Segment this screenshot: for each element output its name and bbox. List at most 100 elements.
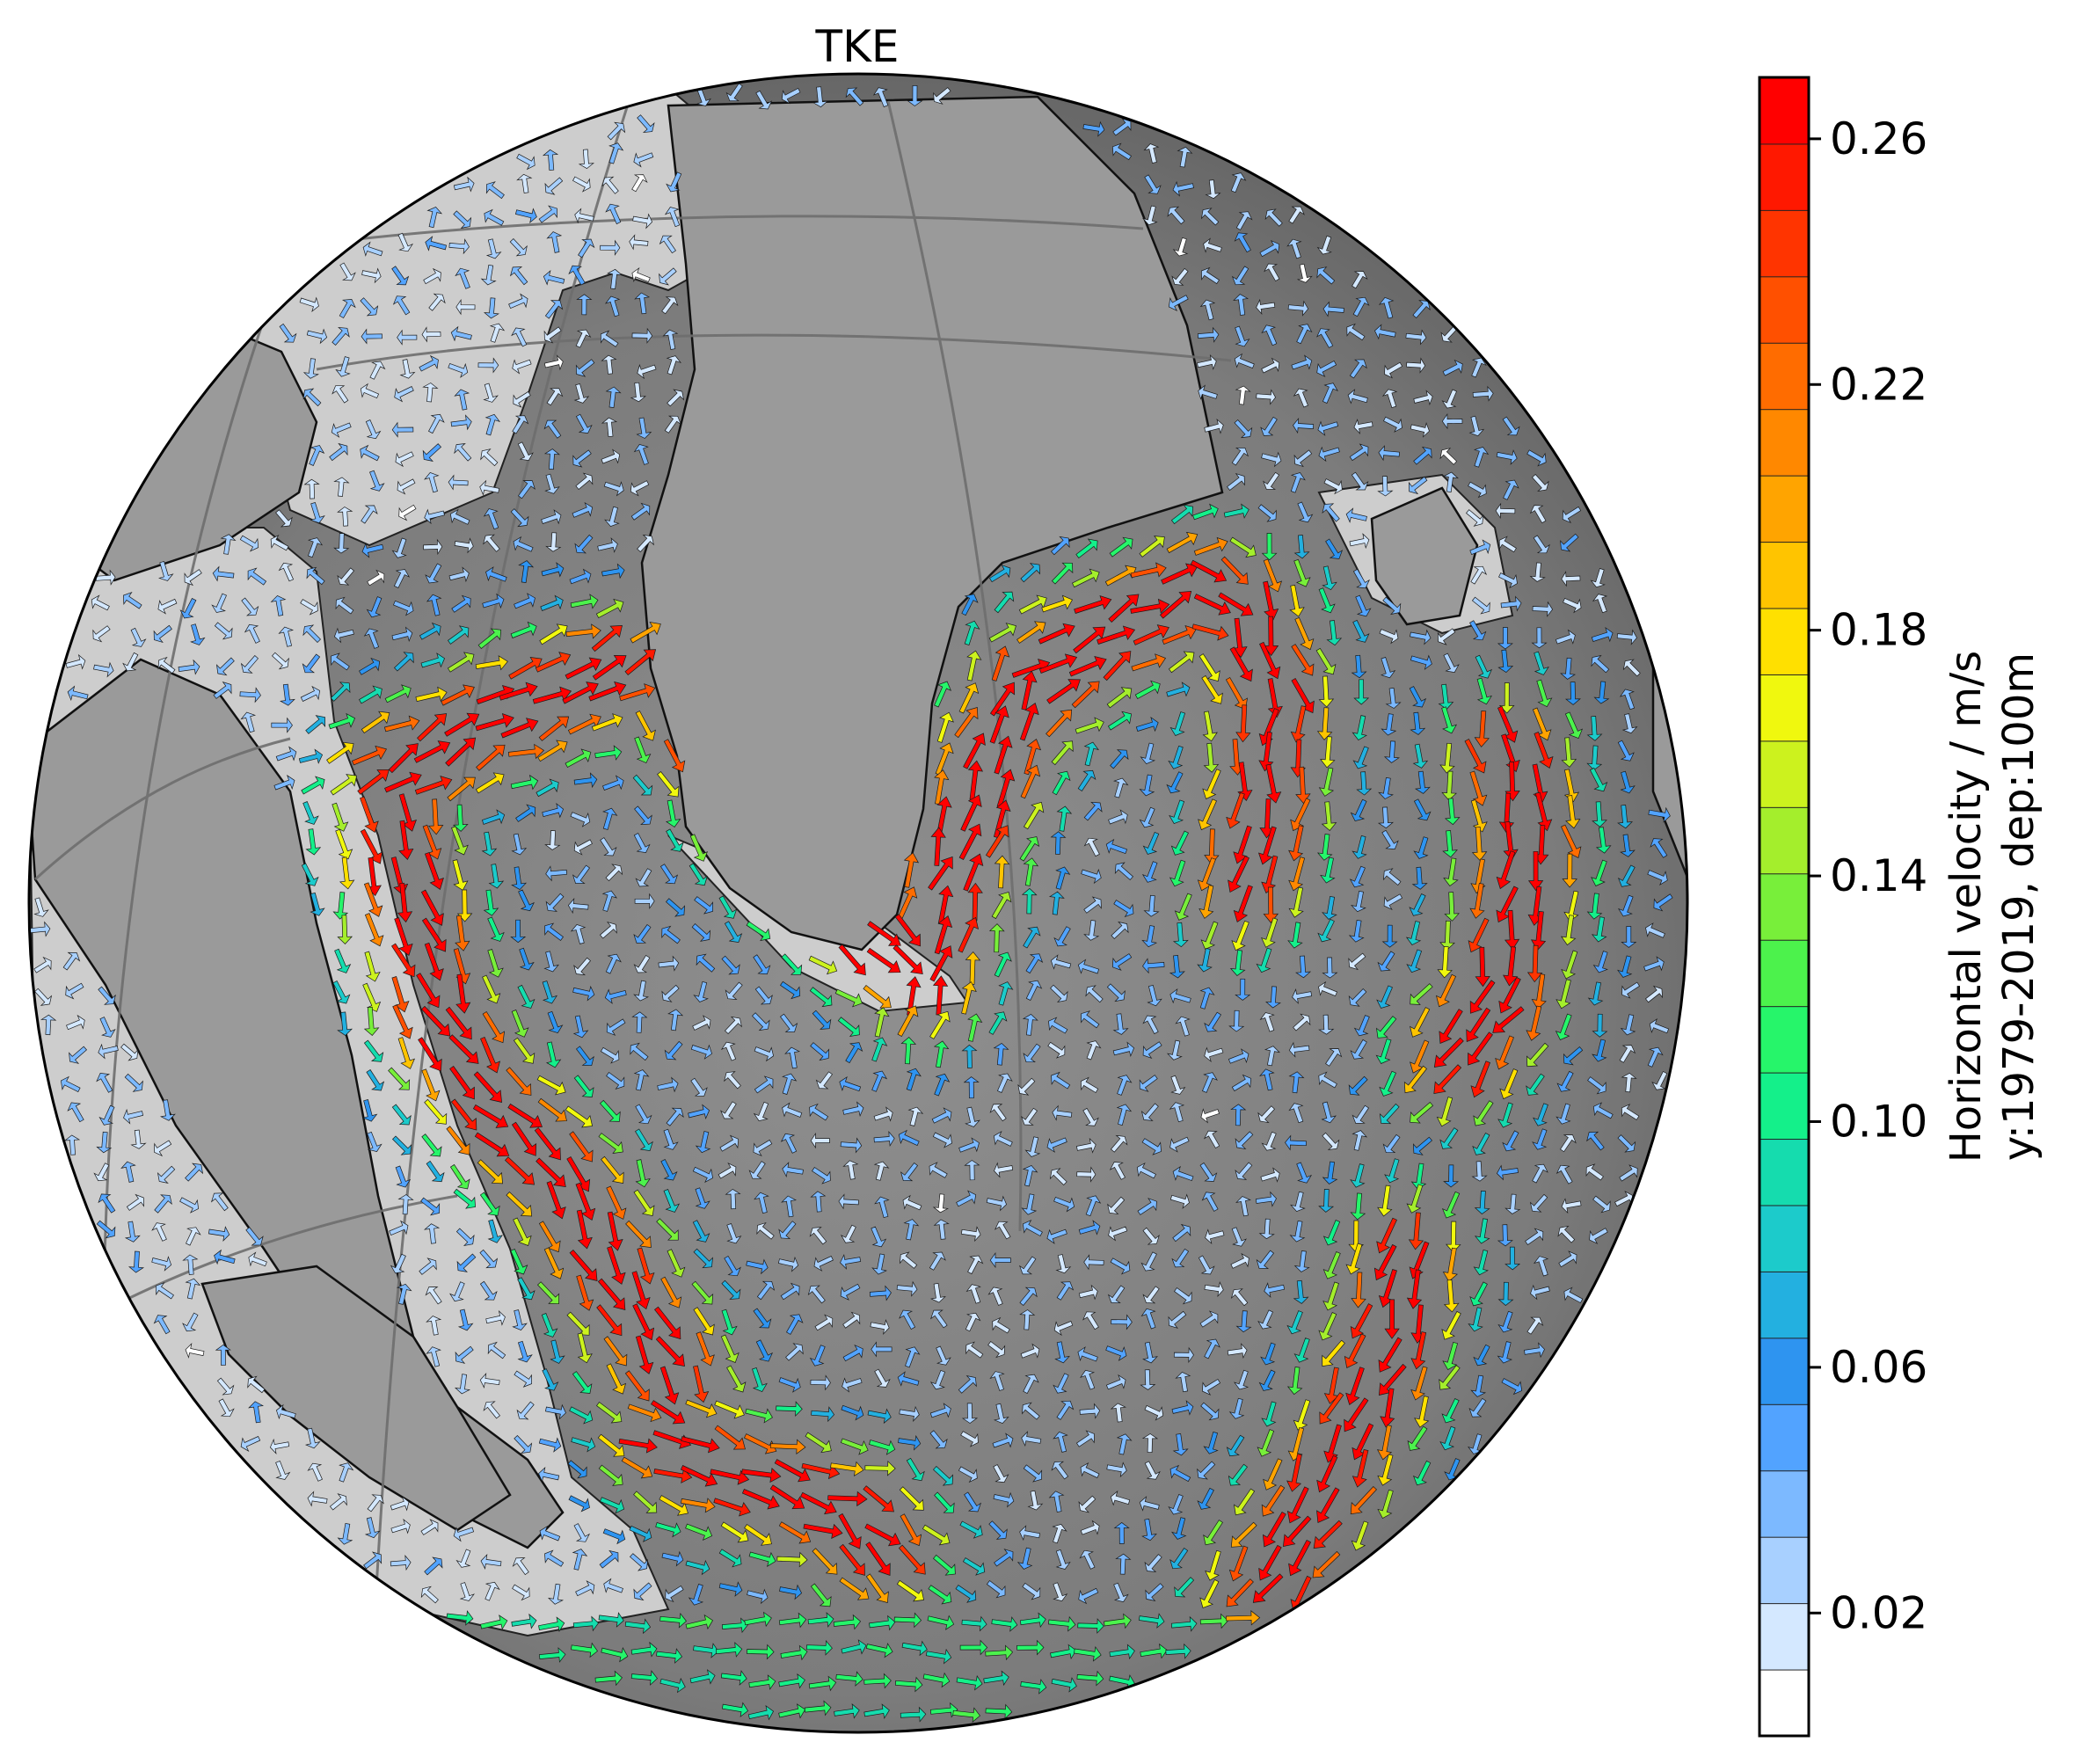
velocity-arrow — [1383, 740, 1400, 763]
velocity-arrow — [511, 327, 528, 347]
velocity-arrow — [936, 711, 954, 743]
velocity-arrow — [1199, 987, 1215, 1010]
velocity-arrow — [575, 1182, 596, 1221]
velocity-arrow — [827, 1491, 868, 1507]
velocity-arrow — [873, 1161, 890, 1181]
velocity-arrow — [248, 1401, 265, 1424]
velocity-arrow — [929, 1282, 946, 1303]
velocity-arrow — [1075, 1137, 1096, 1154]
velocity-arrow — [1234, 419, 1253, 439]
velocity-arrow — [1409, 686, 1427, 708]
velocity-arrow — [632, 774, 653, 796]
velocity-arrow — [218, 1398, 235, 1418]
velocity-arrow — [1050, 954, 1072, 970]
velocity-arrow — [1170, 830, 1189, 856]
velocity-arrow — [960, 1431, 979, 1447]
velocity-arrow — [184, 569, 202, 587]
velocity-arrow — [420, 652, 446, 668]
velocity-arrow — [122, 652, 139, 672]
velocity-arrow — [1503, 479, 1519, 500]
velocity-arrow — [331, 652, 350, 671]
velocity-arrow — [448, 362, 469, 378]
velocity-arrow — [1413, 390, 1433, 406]
velocity-arrow — [1076, 1670, 1104, 1687]
velocity-arrow — [1497, 627, 1513, 650]
velocity-arrow — [535, 652, 572, 673]
velocity-arrow — [1105, 1345, 1127, 1361]
colorbar-band — [1759, 1536, 1810, 1605]
velocity-arrow — [452, 859, 469, 891]
velocity-arrow — [508, 657, 543, 680]
velocity-arrow — [363, 1039, 384, 1062]
velocity-arrow — [961, 594, 979, 616]
velocity-arrow — [575, 413, 593, 434]
velocity-arrow — [1470, 1374, 1487, 1397]
velocity-arrow — [1556, 1103, 1571, 1125]
velocity-arrow — [1223, 503, 1250, 519]
velocity-arrow — [958, 1137, 980, 1153]
velocity-arrow — [307, 1491, 328, 1507]
velocity-arrow — [1497, 1102, 1513, 1128]
velocity-arrow — [988, 1520, 1008, 1540]
velocity-arrow — [1295, 766, 1311, 805]
velocity-arrow — [543, 270, 565, 286]
velocity-arrow — [1142, 1341, 1158, 1364]
velocity-arrow — [1293, 417, 1315, 434]
velocity-arrow — [1592, 1195, 1611, 1214]
velocity-arrow — [239, 535, 259, 552]
velocity-arrow — [120, 1043, 139, 1061]
velocity-arrow — [1170, 504, 1194, 525]
velocity-arrow — [1021, 670, 1038, 711]
velocity-arrow — [271, 717, 293, 733]
velocity-arrow — [906, 1457, 925, 1482]
velocity-arrow — [306, 328, 328, 345]
velocity-arrow — [810, 1191, 827, 1213]
velocity-arrow — [1441, 770, 1457, 801]
colorbar-tick-label: 0.02 — [1830, 1587, 1927, 1638]
velocity-arrow — [507, 1103, 543, 1128]
velocity-arrow — [961, 1226, 981, 1243]
velocity-arrow — [1072, 568, 1100, 588]
velocity-arrow — [1027, 1490, 1044, 1511]
velocity-arrow — [1503, 946, 1519, 987]
velocity-arrow — [455, 299, 476, 316]
velocity-arrow — [1593, 681, 1610, 704]
velocity-arrow — [1502, 416, 1520, 436]
velocity-arrow — [186, 1227, 201, 1246]
velocity-arrow — [1350, 1163, 1366, 1188]
velocity-arrow — [1133, 624, 1169, 645]
velocity-arrow — [391, 421, 414, 438]
velocity-arrow — [1410, 1102, 1434, 1124]
velocity-arrow — [1139, 774, 1155, 797]
velocity-arrow — [753, 1101, 769, 1121]
velocity-arrow — [479, 1192, 500, 1216]
velocity-arrow — [419, 1257, 437, 1275]
velocity-arrow — [575, 472, 594, 490]
velocity-arrow — [389, 1220, 409, 1236]
velocity-arrow — [588, 681, 627, 702]
velocity-arrow — [809, 987, 833, 1008]
velocity-arrow — [1052, 1104, 1073, 1121]
velocity-arrow — [1048, 1491, 1065, 1513]
velocity-arrow — [1439, 1365, 1461, 1390]
velocity-arrow — [157, 1165, 176, 1184]
velocity-arrow — [629, 234, 649, 251]
velocity-arrow — [1320, 736, 1336, 769]
velocity-arrow — [867, 921, 901, 946]
velocity-arrow — [1053, 1321, 1074, 1337]
velocity-arrow — [1347, 389, 1368, 405]
velocity-arrow — [450, 414, 472, 431]
velocity-arrow — [366, 1069, 385, 1091]
velocity-arrow — [1592, 1102, 1614, 1119]
velocity-arrow — [1144, 1404, 1164, 1421]
velocity-arrow — [1175, 1016, 1191, 1037]
velocity-arrow — [992, 1432, 1014, 1448]
velocity-arrow — [1500, 595, 1522, 612]
velocity-arrow — [842, 1377, 863, 1393]
velocity-arrow — [1469, 770, 1488, 806]
velocity-arrow — [1591, 654, 1610, 674]
velocity-arrow — [658, 955, 680, 972]
velocity-arrow — [397, 478, 416, 495]
velocity-arrow — [1472, 1133, 1490, 1155]
velocity-arrow — [1075, 717, 1104, 734]
